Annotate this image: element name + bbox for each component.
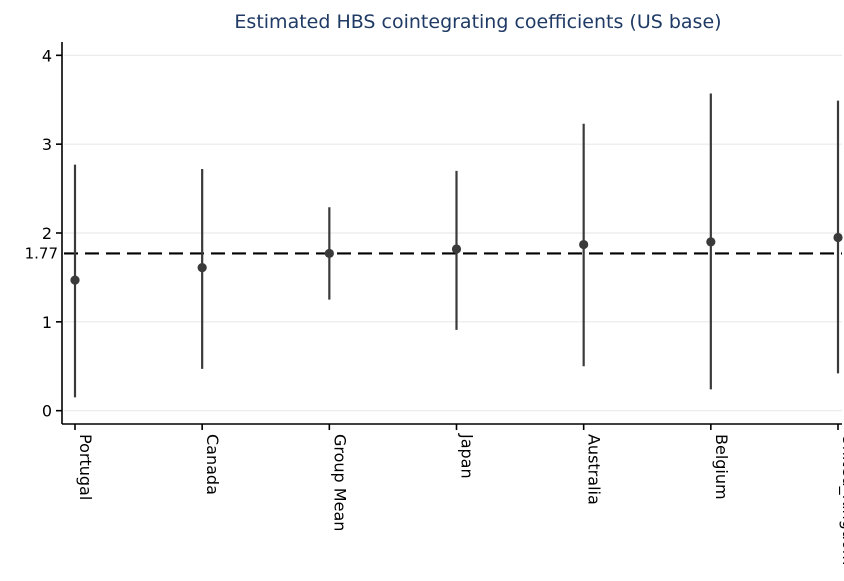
point-2 (324, 248, 334, 259)
chart-title: Estimated HBS cointegrating coefficients… (234, 11, 721, 33)
x-tick-label-0: Portugal (76, 434, 95, 500)
x-tick-label-5: Belgium (712, 434, 731, 500)
point-1 (197, 263, 207, 273)
y-tick-label-4: 4 (42, 46, 52, 65)
y-tick-label-2: 2 (42, 224, 52, 243)
reference-line-label: 1.77 (25, 244, 58, 262)
point-4 (579, 239, 589, 250)
y-tick-label-3: 3 (42, 135, 52, 154)
y-tick-label-0: 0 (42, 402, 52, 421)
x-tick-label-4: Australia (585, 434, 604, 505)
reference-layer: 1.77 (25, 244, 842, 262)
point-3 (451, 244, 462, 254)
y-tick-label-1: 1 (42, 313, 52, 332)
point-5 (706, 237, 716, 247)
point-6 (833, 232, 843, 243)
grid-layer (64, 54, 842, 412)
x-tick-label-1: Canada (203, 434, 222, 495)
point-0 (70, 275, 80, 285)
x-tick-label-3: Japan (458, 433, 477, 479)
x-tick-label-2: Group Mean (330, 434, 349, 531)
marks-layer (70, 93, 843, 398)
x-tick-label-6: United_Kingdom (838, 434, 844, 565)
axis-layer: 0 1 2 3 4 Portugal Canada Group Mean Japan Austra… (42, 42, 844, 565)
